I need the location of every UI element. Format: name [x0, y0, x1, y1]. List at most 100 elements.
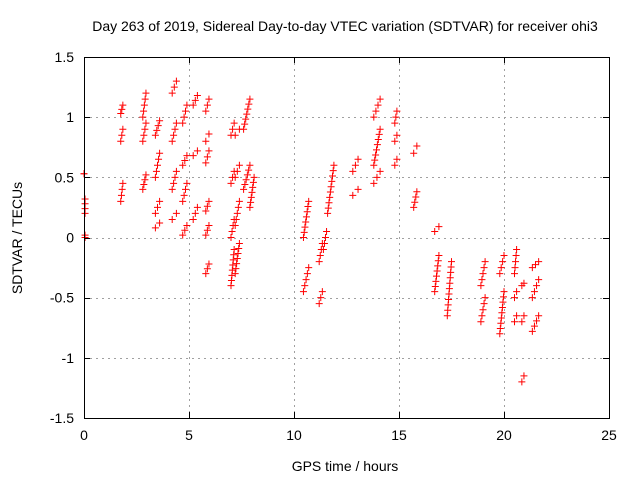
data-point: [301, 282, 309, 290]
y-tick-label: -1.5: [50, 410, 74, 426]
data-point: [189, 101, 197, 109]
data-point: [410, 149, 418, 157]
data-point: [410, 203, 418, 211]
data-point: [170, 131, 178, 139]
data-point: [246, 95, 254, 103]
data-point: [231, 173, 239, 181]
data-point: [231, 221, 239, 229]
data-point: [530, 288, 538, 296]
data-point: [232, 215, 240, 223]
data-point: [154, 161, 161, 169]
data-point: [324, 209, 332, 217]
data-point: [152, 167, 160, 175]
x-tick-label: 5: [185, 427, 193, 443]
data-point: [520, 279, 528, 287]
data-point: [431, 227, 439, 235]
data-point: [191, 96, 199, 104]
data-point: [315, 258, 323, 266]
data-point: [317, 294, 325, 302]
x-axis-label: GPS time / hours: [292, 458, 399, 474]
data-point: [240, 125, 248, 133]
data-point: [189, 215, 197, 223]
data-point: [151, 173, 159, 181]
data-point: [168, 215, 176, 223]
data-point: [432, 277, 440, 285]
data-point: [81, 231, 89, 239]
y-axis-label: SDTVAR / TECUs: [9, 182, 25, 294]
data-point: [322, 234, 329, 241]
data-point: [448, 258, 455, 266]
data-point: [535, 312, 543, 320]
data-point: [119, 179, 127, 187]
data-point: [243, 171, 251, 179]
data-point: [533, 317, 541, 325]
x-tick-label: 0: [80, 427, 88, 443]
data-point: [183, 101, 191, 109]
data-point: [183, 221, 191, 229]
data-point: [242, 115, 250, 123]
data-point: [480, 300, 488, 308]
data-point: [349, 191, 357, 199]
data-point: [435, 252, 443, 260]
data-point: [373, 173, 381, 181]
data-point: [202, 270, 210, 278]
data-point: [249, 183, 257, 191]
data-point: [171, 125, 179, 133]
data-point: [513, 288, 521, 296]
data-point: [202, 137, 210, 145]
data-point: [528, 294, 536, 302]
data-point: [372, 107, 380, 115]
data-point: [181, 156, 189, 164]
data-point: [391, 119, 399, 127]
data-point: [153, 126, 161, 134]
data-point: [327, 183, 335, 191]
data-point: [431, 282, 439, 290]
data-point: [233, 209, 241, 217]
data-points: [80, 77, 543, 386]
data-point: [520, 372, 528, 380]
data-point: [500, 252, 508, 260]
data-point: [118, 105, 126, 113]
data-point: [303, 208, 311, 216]
data-point: [373, 146, 380, 154]
data-point: [240, 185, 248, 193]
data-point: [233, 255, 241, 263]
data-point: [481, 258, 489, 266]
data-point: [530, 322, 538, 330]
data-point: [316, 252, 324, 260]
data-point: [180, 113, 188, 121]
grid-lines: [84, 57, 609, 418]
data-point: [235, 240, 243, 248]
data-point: [235, 245, 243, 253]
data-point: [370, 161, 378, 169]
data-point: [193, 147, 201, 155]
data-point: [497, 264, 505, 272]
data-point: [318, 288, 326, 296]
data-point: [478, 276, 486, 284]
data-point: [170, 83, 178, 91]
data-point: [140, 101, 148, 109]
data-point: [231, 270, 239, 278]
data-point: [231, 131, 239, 139]
data-point: [156, 149, 164, 157]
data-point: [326, 193, 334, 201]
data-point: [330, 161, 338, 169]
data-point: [139, 113, 147, 121]
data-point: [370, 179, 378, 187]
data-point: [202, 231, 210, 239]
data-point: [117, 110, 125, 118]
data-point: [139, 185, 147, 193]
data-point: [528, 327, 536, 335]
data-point: [142, 171, 150, 179]
data-point: [243, 110, 251, 118]
data-point: [118, 185, 126, 193]
data-point: [154, 203, 161, 211]
data-point: [371, 156, 379, 164]
data-point: [172, 167, 180, 175]
data-point: [205, 95, 213, 103]
data-point: [155, 155, 163, 163]
data-point: [205, 130, 213, 138]
data-point: [193, 203, 201, 211]
data-point: [499, 293, 507, 301]
data-point: [302, 276, 310, 284]
